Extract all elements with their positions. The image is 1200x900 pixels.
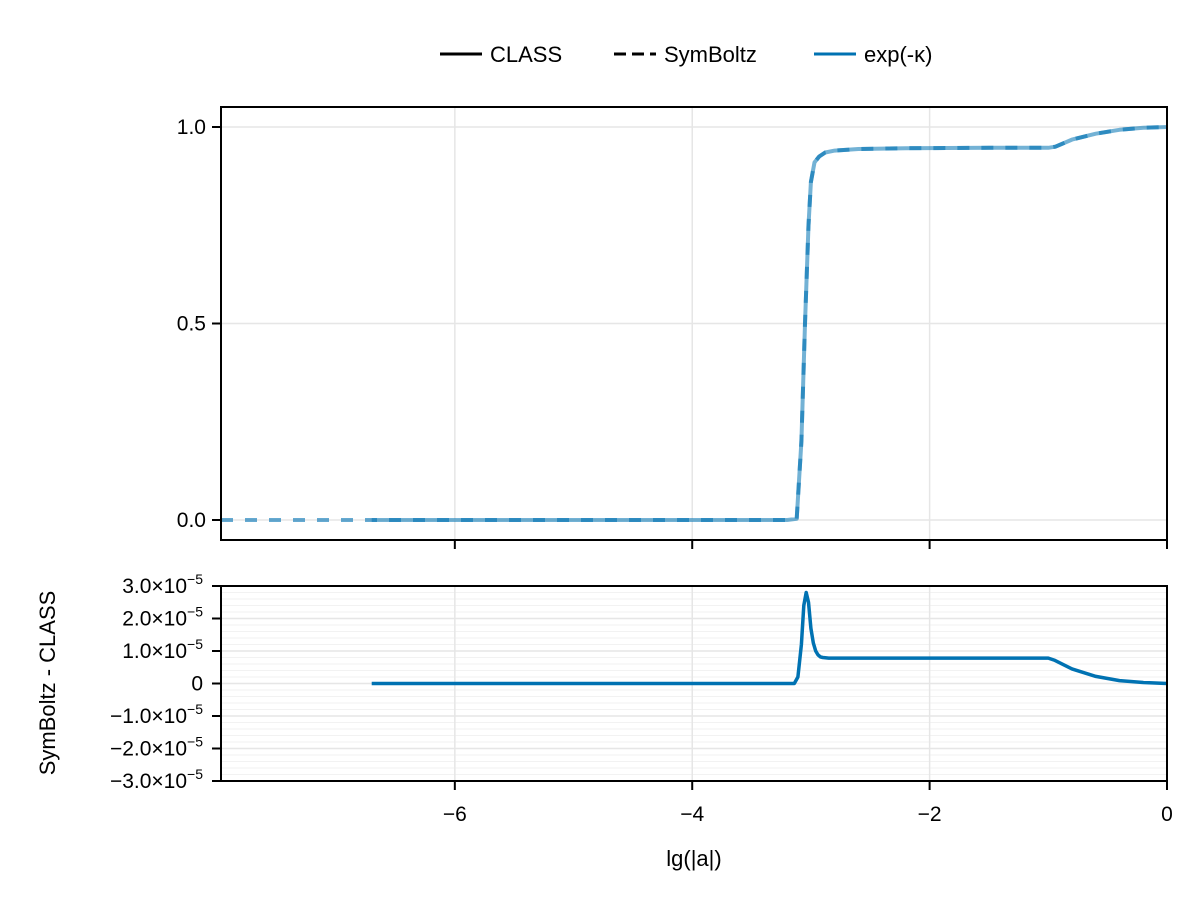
legend: CLASS SymBoltz exp(-κ) [440, 42, 932, 67]
legend-class-label: CLASS [490, 42, 562, 67]
top-grid [221, 107, 1168, 540]
legend-expkappa-label: exp(-κ) [864, 42, 932, 67]
x-tick-label: −4 [680, 803, 704, 826]
bottom-y-axis-label: SymBoltz - CLASS [35, 591, 60, 776]
bottom-axes: −6 −4 −2 0 −3.0×10−5 −2.0×10−5 −1.0×10−5 0 1.0×1… [110, 571, 1173, 826]
y-tick-label: 3.0×10−5 [122, 571, 203, 598]
x-tick-label: −2 [918, 803, 942, 826]
y-tick-label: 1.0×10−5 [122, 636, 203, 663]
x-tick-label: −6 [443, 803, 467, 826]
difference-line [371, 590, 1168, 686]
top-series [221, 125, 1168, 522]
y-tick-label: −3.0×10−5 [110, 766, 203, 793]
y-tick-label: −2.0×10−5 [110, 734, 203, 761]
y-tick-label: 0.5 [177, 313, 206, 336]
top-axes: 0.0 0.5 1.0 [177, 106, 1168, 549]
bottom-series [371, 590, 1168, 686]
y-tick-label: 0 [191, 673, 203, 696]
x-tick-label: 0 [1161, 803, 1173, 826]
y-tick-label: −1.0×10−5 [110, 701, 203, 728]
bottom-ticks: −6 −4 −2 0 −3.0×10−5 −2.0×10−5 −1.0×10−5 0 1.0×1… [110, 571, 1173, 826]
x-axis-label: lg(|a|) [666, 846, 721, 871]
y-tick-label: 1.0 [177, 116, 206, 139]
y-tick-label: 0.0 [177, 509, 206, 532]
top-ticks: 0.0 0.5 1.0 [177, 116, 1168, 549]
legend-symboltz-label: SymBoltz [664, 42, 757, 67]
symboltz-dashed-line [221, 125, 1168, 522]
y-tick-label: 2.0×10−5 [122, 604, 203, 631]
